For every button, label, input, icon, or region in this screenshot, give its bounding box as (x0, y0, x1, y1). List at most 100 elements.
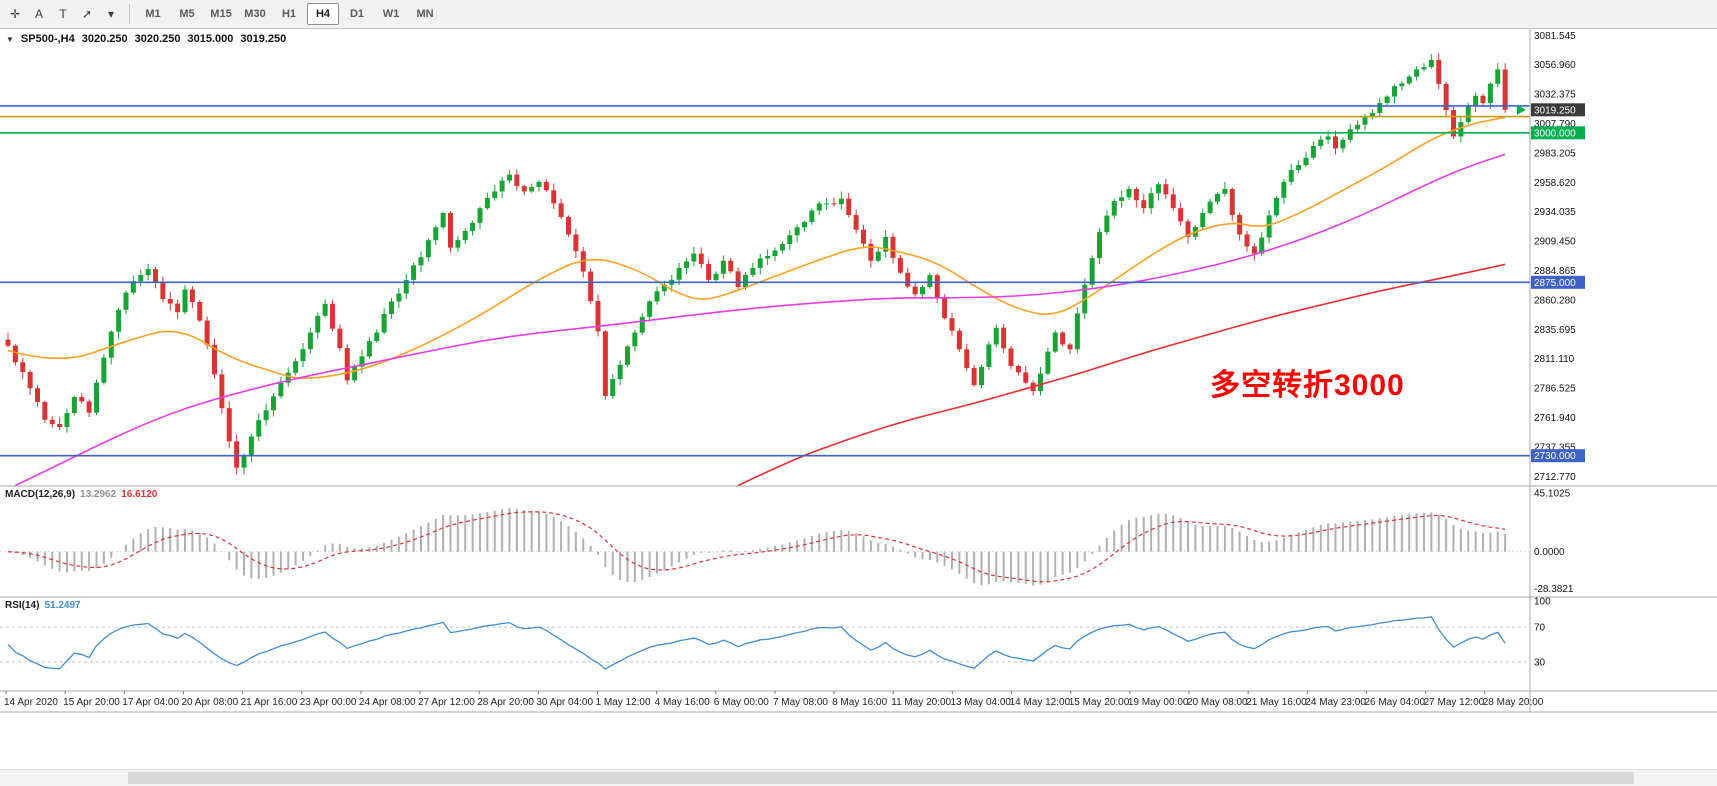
candle-body (1052, 332, 1058, 352)
candle-body (1502, 69, 1508, 110)
arrows-tool[interactable]: ➚ (81, 7, 93, 21)
toolbar: ✛ A T ➚ ▾ M1 M5 M15 M30 H1 H4 D1 W1 MN (0, 0, 1717, 29)
candle-body (1008, 348, 1014, 367)
candle-body (344, 348, 350, 381)
macd-axis-label: 45.1025 (1534, 489, 1571, 500)
main-price-pane[interactable] (5, 53, 1508, 489)
candle-body (573, 234, 579, 252)
candle-body (462, 230, 468, 241)
candle-body (1274, 197, 1279, 216)
candle-body (337, 328, 343, 349)
candle-body (1045, 351, 1051, 374)
price-axis-label: 2737.355 (1534, 442, 1576, 453)
candle-body (1141, 200, 1147, 209)
price-axis-label: 2761.940 (1534, 413, 1576, 424)
candle-body (706, 264, 712, 280)
candle-body (1369, 112, 1375, 118)
timeframe-m5[interactable]: M5 (179, 8, 195, 20)
candle-body (123, 292, 129, 310)
candle-body (920, 287, 925, 295)
time-axis-label: 24 May 23:00 (1305, 697, 1366, 708)
candle-body (278, 382, 284, 397)
candle-body (307, 332, 313, 350)
candle-body (661, 284, 667, 292)
candle-body (551, 190, 557, 204)
ma-fast-orange (7, 116, 1506, 379)
candle-body (1038, 373, 1043, 392)
timeframe-m1[interactable]: M1 (145, 8, 161, 20)
crosshair-tool[interactable]: ✛ (9, 7, 21, 21)
horizontal-scrollbar[interactable] (0, 769, 1717, 786)
timeframe-mn[interactable]: MN (416, 8, 434, 20)
candle-body (396, 293, 402, 302)
price-axis-label: 3081.545 (1534, 31, 1576, 42)
candle-body (477, 208, 483, 223)
price-axis-label: 2983.205 (1534, 148, 1576, 159)
candle-body (728, 260, 734, 272)
candle-body (271, 396, 276, 411)
candle-body (1067, 344, 1073, 350)
candle-body (418, 257, 424, 266)
candle-body (743, 274, 748, 288)
candle-body (1487, 83, 1493, 103)
timeframe-m30[interactable]: M30 (244, 8, 266, 20)
time-axis[interactable]: 14 Apr 2020 15 Apr 20:00 17 Apr 04:00 20 Ap… (4, 691, 1544, 708)
candle-body (403, 279, 409, 294)
text-tool[interactable]: A (34, 7, 43, 21)
price-axis-label: 3007.790 (1534, 119, 1576, 130)
candle-body (713, 273, 719, 280)
symbol-name: SP500-,H4 (20, 33, 75, 45)
candle-body (1443, 83, 1449, 111)
candle-body (57, 424, 63, 427)
time-axis-label: 11 May 20:00 (891, 697, 951, 708)
price-axis[interactable]: 3081.545 3056.960 3032.375 3007.790 2983.205… (1534, 31, 1576, 483)
candle-body (1104, 215, 1110, 233)
macd-axis-label: -28.3821 (1534, 584, 1574, 595)
candle-body (676, 267, 682, 280)
time-axis-label: 6 May 00:00 (714, 697, 769, 708)
candle-body (1111, 200, 1117, 216)
candle-body (411, 265, 417, 280)
timeframe-m15[interactable]: M15 (210, 8, 232, 20)
timeframe-h4[interactable]: H4 (307, 3, 339, 25)
candle-body (1133, 189, 1139, 201)
candle-body (189, 289, 195, 302)
rsi-title: RSI(14) (5, 600, 40, 611)
candle-body (625, 346, 630, 365)
drawing-tools-group: ✛ A T ➚ ▾ (4, 3, 122, 25)
time-axis-label: 1 May 12:00 (596, 697, 651, 708)
candle-body (1458, 122, 1464, 137)
price-axis-label: 2934.035 (1534, 207, 1576, 218)
candle-body (1060, 332, 1066, 345)
candle-body (772, 250, 778, 256)
candle-body (1296, 165, 1302, 171)
timeframe-h1[interactable]: H1 (281, 8, 297, 20)
time-axis-label: 13 May 04:00 (950, 697, 1011, 708)
candle-body (352, 366, 358, 381)
candle-body (285, 372, 291, 383)
candle-body (1178, 208, 1184, 222)
candle-body (470, 222, 476, 231)
candle-body (145, 269, 151, 276)
scrollbar-thumb[interactable] (128, 772, 1634, 784)
time-axis-label: 20 Apr 08:00 (181, 697, 238, 708)
timeframe-d1[interactable]: D1 (349, 8, 365, 20)
macd-pane[interactable]: 45.1025 0.0000 -28.3821 (0, 489, 1574, 595)
candle-body (1237, 214, 1243, 235)
candle-body (816, 203, 822, 211)
candle-body (927, 275, 933, 288)
chevron-down-icon[interactable]: ▼ (6, 34, 14, 44)
candle-body (1406, 76, 1412, 84)
candle-body (20, 362, 26, 372)
rsi-pane[interactable]: 100 70 30 (0, 597, 1551, 670)
timeframe-w1[interactable]: W1 (382, 8, 400, 20)
time-axis-label: 7 May 08:00 (773, 697, 828, 708)
label-tool[interactable]: T (59, 7, 67, 21)
macd-axis-label: 0.0000 (1534, 547, 1565, 558)
candle-body (949, 318, 955, 331)
candle-body (484, 197, 490, 209)
candle-body (1384, 96, 1390, 103)
arrows-dropdown-caret[interactable]: ▾ (107, 7, 115, 21)
candle-body (241, 455, 247, 468)
